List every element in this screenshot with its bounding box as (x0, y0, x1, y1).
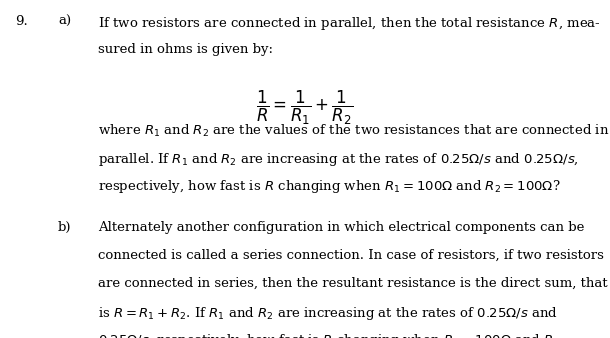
Text: a): a) (58, 15, 71, 28)
Text: $0.25\Omega/s$, respectively, how fast is $R$ changing when $R_1 = 100\Omega$ an: $0.25\Omega/s$, respectively, how fast i… (98, 332, 573, 338)
Text: Alternately another configuration in which electrical components can be: Alternately another configuration in whi… (98, 221, 584, 234)
Text: $\dfrac{1}{R} = \dfrac{1}{R_1} + \dfrac{1}{R_2}$: $\dfrac{1}{R} = \dfrac{1}{R_1} + \dfrac{… (256, 89, 354, 127)
Text: connected is called a series connection. In case of resistors, if two resistors: connected is called a series connection.… (98, 249, 603, 262)
Text: b): b) (58, 221, 71, 234)
Text: parallel. If $R_1$ and $R_2$ are increasing at the rates of $0.25\Omega/s$ and $: parallel. If $R_1$ and $R_2$ are increas… (98, 151, 578, 168)
Text: are connected in series, then the resultant resistance is the direct sum, that: are connected in series, then the result… (98, 277, 607, 290)
Text: where $R_1$ and $R_2$ are the values of the two resistances that are connected i: where $R_1$ and $R_2$ are the values of … (98, 123, 609, 139)
Text: is $R = R_1 + R_2$. If $R_1$ and $R_2$ are increasing at the rates of $0.25\Omeg: is $R = R_1 + R_2$. If $R_1$ and $R_2$ a… (98, 305, 558, 321)
Text: If two resistors are connected in parallel, then the total resistance $R$, mea-: If two resistors are connected in parall… (98, 15, 600, 32)
Text: 9.: 9. (15, 15, 28, 28)
Text: sured in ohms is given by:: sured in ohms is given by: (98, 43, 273, 56)
Text: respectively, how fast is $R$ changing when $R_1 = 100\Omega$ and $R_2 = 100\Ome: respectively, how fast is $R$ changing w… (98, 178, 560, 195)
